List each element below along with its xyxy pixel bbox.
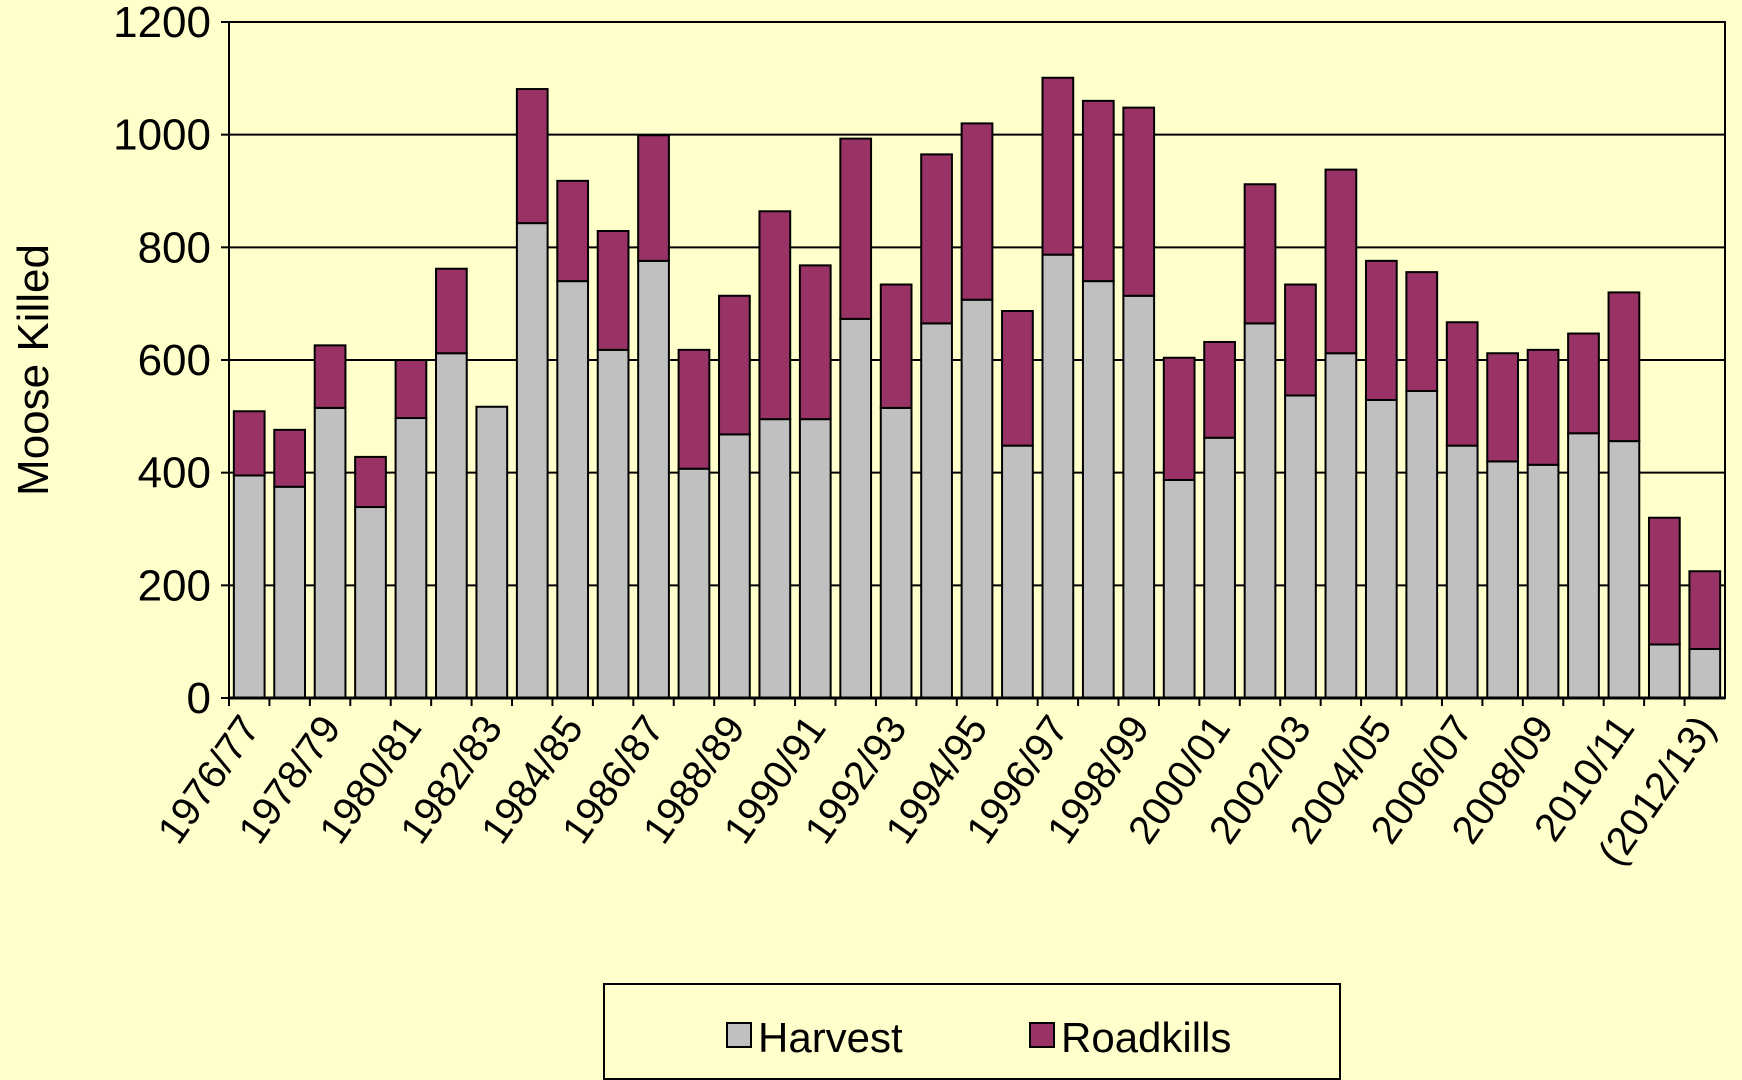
bar-segment <box>1243 183 1277 325</box>
bar-segment <box>879 406 913 699</box>
legend-label: Roadkills <box>1061 1014 1231 1061</box>
bar-segment <box>1284 394 1317 699</box>
bar-segment <box>879 283 913 409</box>
bar-segment <box>920 153 953 325</box>
bar-segment <box>556 179 590 283</box>
bar-segment <box>960 122 994 301</box>
bar-segment <box>637 134 670 262</box>
bar-segment <box>1364 259 1398 401</box>
bar-segment <box>758 418 792 699</box>
bar-segment <box>475 405 509 699</box>
y-tick-label: 1000 <box>113 111 211 160</box>
bar-segment <box>1162 478 1196 699</box>
bar-segment <box>1486 352 1519 463</box>
legend-swatch <box>1029 1022 1055 1048</box>
y-axis-label: Moose Killed <box>9 244 58 496</box>
bar-segment <box>1162 356 1196 481</box>
bar-segment <box>839 137 873 320</box>
y-tick-label: 200 <box>138 561 211 610</box>
bar-segment <box>1324 168 1358 355</box>
bar-segment <box>1526 348 1560 466</box>
y-tick-label: 800 <box>138 223 211 272</box>
bar-segment <box>435 352 468 699</box>
bar-segment <box>798 418 832 699</box>
bar-segment <box>677 348 711 470</box>
bar-segment <box>596 348 630 699</box>
bar-segment <box>1526 463 1560 699</box>
bar-segment <box>1041 253 1075 699</box>
bar-segment <box>354 455 387 509</box>
y-tick-label: 600 <box>138 336 211 385</box>
bar-segment <box>839 317 873 699</box>
bar-segment <box>1445 321 1479 447</box>
bar-segment <box>677 467 711 699</box>
bar-segment <box>758 210 792 421</box>
bar-segment <box>1081 280 1115 699</box>
bar-segment <box>515 88 549 225</box>
bar-segment <box>1001 444 1034 700</box>
bar-segment <box>435 267 468 355</box>
bar-segment <box>718 433 751 699</box>
bar-segment <box>920 322 953 699</box>
bar-segment <box>1122 106 1156 297</box>
bar-segment <box>1122 294 1156 699</box>
legend-swatch <box>726 1022 752 1048</box>
bar-segment <box>798 264 832 421</box>
bar-segment <box>1203 340 1236 439</box>
y-tick-label: 400 <box>138 449 211 498</box>
bar-segment <box>515 222 549 700</box>
bar-segment <box>1405 271 1439 392</box>
bar-segment <box>1607 291 1641 443</box>
bar-segment <box>1647 516 1681 646</box>
bar-segment <box>1284 283 1317 397</box>
bar-segment <box>556 280 590 699</box>
bar-segment <box>1243 322 1277 699</box>
bar-segment <box>1567 332 1600 435</box>
bar-segment <box>637 259 670 699</box>
bar-segment <box>1567 432 1600 699</box>
bar-segment <box>1647 643 1681 700</box>
bar-segment <box>1081 99 1115 283</box>
bar-segment <box>273 485 307 699</box>
bar-segment <box>1486 460 1519 699</box>
bar-segment <box>273 428 307 488</box>
bar-segment <box>596 229 630 351</box>
bar-segment <box>313 406 347 699</box>
bar-segment <box>1607 440 1641 699</box>
bar-segment <box>394 417 428 699</box>
bar-segment <box>232 410 266 477</box>
bar-segment <box>960 298 994 699</box>
bar-segment <box>1001 309 1034 447</box>
bar-segment <box>354 506 387 699</box>
bar-segment <box>1203 436 1236 699</box>
y-tick-label: 1200 <box>113 0 211 47</box>
bar-segment <box>1405 389 1439 699</box>
bar-segment <box>1324 352 1358 699</box>
bar-segment <box>1041 76 1075 256</box>
bar-segment <box>1688 570 1722 650</box>
bar-segment <box>1445 444 1479 700</box>
y-tick-label: 0 <box>187 674 211 723</box>
bar-segment <box>1688 647 1722 699</box>
bar-segment <box>313 344 347 409</box>
bar-segment <box>718 294 751 436</box>
legend-label: Harvest <box>758 1014 903 1061</box>
bar-segment <box>1364 398 1398 699</box>
bar-segment <box>232 474 266 699</box>
bar-segment <box>394 359 428 420</box>
